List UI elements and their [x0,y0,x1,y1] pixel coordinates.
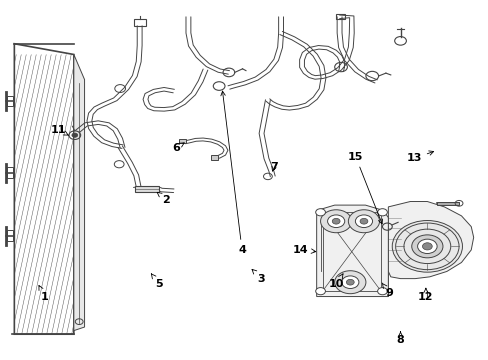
Circle shape [377,209,386,216]
Text: 4: 4 [221,91,245,255]
Bar [335,14,344,19]
Text: 15: 15 [347,152,382,224]
Circle shape [72,133,78,137]
Circle shape [315,209,325,216]
Circle shape [346,279,353,285]
Bar [7,230,13,241]
Bar [211,155,217,159]
Text: 6: 6 [172,143,184,153]
Circle shape [320,210,351,233]
Text: 8: 8 [396,332,404,345]
Circle shape [359,219,367,224]
Circle shape [417,239,436,253]
Circle shape [315,288,325,295]
Text: 5: 5 [151,274,163,289]
Circle shape [331,219,339,224]
Polygon shape [387,202,473,297]
Text: 13: 13 [406,151,433,163]
Circle shape [377,288,386,295]
Text: 12: 12 [417,288,433,302]
Bar [135,186,159,192]
Text: 7: 7 [269,162,277,172]
Bar [7,96,13,107]
Text: 14: 14 [292,245,315,255]
Circle shape [411,235,442,258]
Circle shape [422,243,431,250]
Bar [436,202,458,205]
Bar [134,19,145,26]
Circle shape [355,215,372,228]
Text: 11: 11 [50,125,69,135]
Circle shape [391,221,462,272]
Polygon shape [316,205,387,297]
Text: 9: 9 [381,283,392,298]
Circle shape [341,276,358,288]
Text: 10: 10 [328,274,343,289]
Polygon shape [74,54,84,330]
Text: 2: 2 [157,192,170,205]
Bar [7,167,13,178]
Bar [178,139,185,143]
Polygon shape [14,44,74,334]
Circle shape [334,271,365,294]
Text: 3: 3 [251,269,265,284]
Text: 1: 1 [39,285,48,302]
Circle shape [347,210,379,233]
Circle shape [327,215,344,228]
